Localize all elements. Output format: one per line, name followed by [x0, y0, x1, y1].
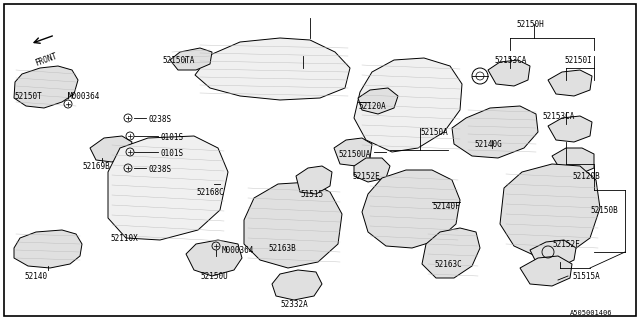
- Polygon shape: [452, 106, 538, 158]
- Text: 52150T: 52150T: [14, 92, 42, 101]
- Text: A505001406: A505001406: [570, 310, 612, 316]
- Text: 51515A: 51515A: [572, 272, 600, 281]
- Text: 52150B: 52150B: [590, 206, 618, 215]
- Polygon shape: [186, 240, 242, 276]
- Text: 52163C: 52163C: [434, 260, 461, 269]
- Polygon shape: [272, 270, 322, 300]
- Text: 52153CA: 52153CA: [494, 56, 526, 65]
- Text: 52152E: 52152E: [352, 172, 380, 181]
- Polygon shape: [548, 70, 592, 96]
- Text: M000364: M000364: [222, 246, 254, 255]
- Polygon shape: [195, 38, 350, 100]
- Text: 52120A: 52120A: [358, 102, 386, 111]
- Text: 52140F: 52140F: [432, 202, 460, 211]
- Text: 0238S: 0238S: [148, 165, 171, 174]
- Polygon shape: [488, 60, 530, 86]
- Text: FRONT: FRONT: [34, 52, 59, 68]
- Polygon shape: [108, 136, 228, 240]
- Text: 52140G: 52140G: [474, 140, 502, 149]
- Polygon shape: [362, 170, 460, 248]
- Text: 52110X: 52110X: [110, 234, 138, 243]
- Text: 52140: 52140: [24, 272, 47, 281]
- Polygon shape: [422, 228, 480, 278]
- Polygon shape: [358, 88, 398, 114]
- Text: 52168C: 52168C: [196, 188, 224, 197]
- Text: 0238S: 0238S: [148, 115, 171, 124]
- Text: 0101S: 0101S: [160, 133, 183, 142]
- Text: 52150I: 52150I: [564, 56, 592, 65]
- Polygon shape: [552, 148, 594, 174]
- Text: 52152F: 52152F: [552, 240, 580, 249]
- Polygon shape: [244, 182, 342, 268]
- Polygon shape: [14, 66, 78, 108]
- Text: 52169B: 52169B: [82, 162, 109, 171]
- Text: 51515: 51515: [300, 190, 323, 199]
- Polygon shape: [548, 116, 592, 142]
- Text: 52150H: 52150H: [516, 20, 544, 29]
- Text: 52150TA: 52150TA: [162, 56, 195, 65]
- Polygon shape: [530, 240, 576, 268]
- Polygon shape: [354, 58, 462, 152]
- Polygon shape: [90, 136, 132, 162]
- Text: 52150A: 52150A: [420, 128, 448, 137]
- Text: 52332A: 52332A: [280, 300, 308, 309]
- Polygon shape: [334, 138, 372, 166]
- Polygon shape: [520, 256, 572, 286]
- Polygon shape: [296, 166, 332, 194]
- Polygon shape: [354, 158, 390, 182]
- Text: 52150U: 52150U: [200, 272, 228, 281]
- Text: 52163B: 52163B: [268, 244, 296, 253]
- Polygon shape: [14, 230, 82, 268]
- Text: 52120B: 52120B: [572, 172, 600, 181]
- Polygon shape: [162, 162, 216, 192]
- Polygon shape: [170, 48, 212, 70]
- Polygon shape: [500, 164, 600, 258]
- Text: 52150UA: 52150UA: [338, 150, 371, 159]
- Text: 0101S: 0101S: [160, 149, 183, 158]
- Text: 52153CA: 52153CA: [542, 112, 574, 121]
- Text: M000364: M000364: [68, 92, 100, 101]
